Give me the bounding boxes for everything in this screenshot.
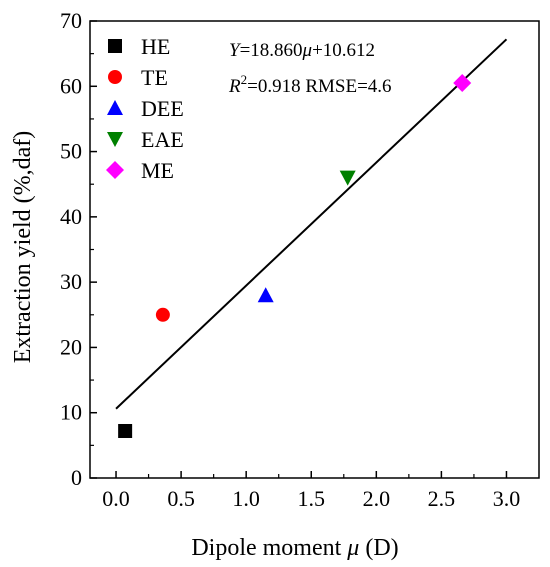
x-tick-label: 0.5: [167, 486, 195, 511]
data-point-eae: [339, 170, 356, 186]
data-point-dee: [257, 287, 274, 303]
data-point-me: [453, 74, 472, 93]
fit-line: [115, 38, 508, 410]
data-point-te: [155, 307, 170, 322]
legend-marker-eae: [107, 132, 123, 147]
legend-label-me: ME: [141, 158, 174, 183]
legend-label-te: TE: [141, 65, 168, 90]
fit-line-group: [115, 38, 508, 410]
y-axis-title: Extraction yield (%,daf): [10, 131, 36, 364]
legend-marker-me: [106, 161, 124, 179]
data-points: [118, 74, 472, 438]
x-tick-label: 1.5: [297, 486, 325, 511]
legend-marker-te: [108, 70, 122, 84]
x-tick-label: 2.5: [428, 486, 456, 511]
y-tick-label: 40: [60, 204, 82, 229]
legend-label-he: HE: [141, 34, 170, 59]
x-tick-label: 1.0: [232, 486, 260, 511]
legend-marker-he: [108, 39, 122, 53]
y-tick-label: 0: [71, 465, 82, 490]
fit-statistics: R2=0.918 RMSE=4.6: [228, 72, 392, 97]
legend: HE TE DEE EAE ME: [106, 34, 184, 183]
x-tick-label: 3.0: [493, 486, 521, 511]
y-tick-label: 60: [60, 73, 82, 98]
x-tick-label: 0.0: [102, 486, 130, 511]
y-tick-label: 50: [60, 139, 82, 164]
y-tick-label: 10: [60, 400, 82, 425]
legend-label-eae: EAE: [141, 127, 184, 152]
x-axis-title: Dipole moment μ (D): [191, 535, 398, 561]
y-tick-label: 20: [60, 334, 82, 359]
y-tick-label: 30: [60, 269, 82, 294]
data-point-he: [118, 423, 133, 438]
axis-ticks: 0.0 0.5 1.0 1.5 2.0 2.5 3.0 0 10 20 30 40 50 60 70: [60, 8, 520, 511]
legend-label-dee: DEE: [141, 96, 184, 121]
x-tick-label: 2.0: [363, 486, 391, 511]
legend-marker-dee: [107, 100, 123, 115]
fit-equation: Y=18.860μ+10.612: [229, 40, 375, 61]
y-tick-label: 70: [60, 8, 82, 33]
